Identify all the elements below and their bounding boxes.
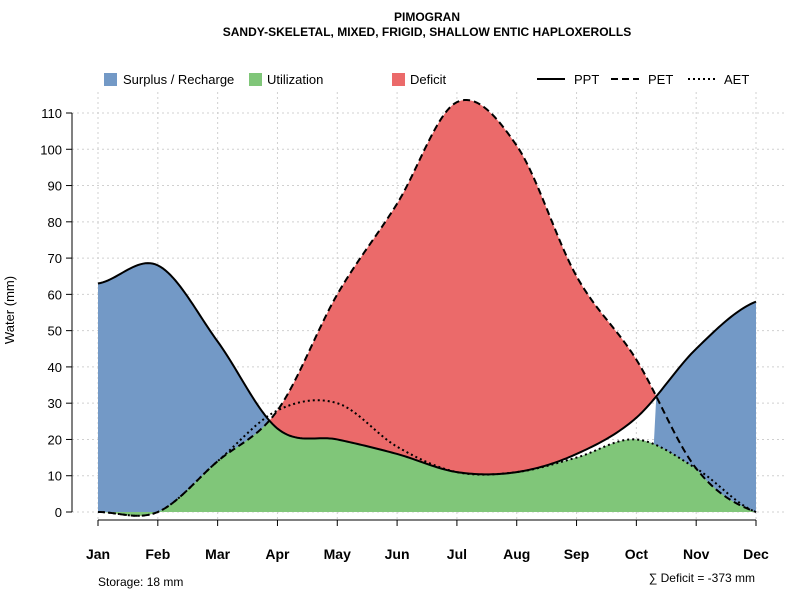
x-tick-label: May (324, 546, 351, 562)
legend-swatch-deficit (392, 73, 405, 86)
legend-label-ppt: PPT (574, 72, 599, 87)
x-tick-label: Dec (743, 546, 769, 562)
x-tick-label: Mar (205, 546, 230, 562)
storage-note: Storage: 18 mm (98, 575, 183, 589)
ppt-line (97, 262, 757, 476)
x-tick-label: Jan (86, 546, 110, 562)
y-tick-label: 100 (40, 142, 62, 157)
chart-title: PIMOGRAN (394, 10, 460, 24)
deficit-note: ∑ Deficit = -373 mm (649, 571, 755, 585)
legend-label-deficit: Deficit (410, 72, 447, 87)
y-tick-label: 90 (48, 179, 62, 194)
legend-swatch-utilization (249, 73, 262, 86)
line-layer (97, 98, 757, 517)
y-axis-label: Water (mm) (2, 276, 17, 344)
legend-swatch-surplus (104, 73, 117, 86)
axes: 0 10 20 30 40 50 60 70 80 90 100 110 Jan Feb Mar Apr May… (40, 106, 769, 562)
x-tick-label: Aug (503, 546, 530, 562)
x-tick-label: Apr (265, 546, 290, 562)
y-tick-label: 40 (48, 360, 62, 375)
y-tick-label: 10 (48, 469, 62, 484)
x-tick-label: Sep (564, 546, 590, 562)
deficit-area (98, 99, 756, 516)
x-tick-label: Nov (683, 546, 710, 562)
y-tick-label: 30 (48, 396, 62, 411)
x-tick-label: Jul (447, 546, 467, 562)
y-tick-label: 80 (48, 215, 62, 230)
chart-subtitle: SANDY-SKELETAL, MIXED, FRIGID, SHALLOW E… (223, 25, 631, 39)
utilization-area (98, 421, 756, 516)
legend-label-surplus: Surplus / Recharge (123, 72, 234, 87)
y-tick-label: 70 (48, 251, 62, 266)
legend-label-aet: AET (724, 72, 749, 87)
x-tick-label: Jun (385, 546, 410, 562)
legend: Surplus / Recharge Utilization Deficit P… (104, 72, 749, 87)
legend-label-utilization: Utilization (267, 72, 323, 87)
x-tick-label: Feb (145, 546, 170, 562)
y-tick-label: 20 (48, 432, 62, 447)
area-layer (98, 99, 756, 516)
legend-label-pet: PET (648, 72, 673, 87)
y-tick-label: 0 (55, 505, 62, 520)
aet-line (97, 399, 757, 517)
y-tick-label: 110 (41, 106, 62, 121)
y-tick-label: 50 (48, 324, 62, 339)
x-tick-label: Oct (625, 546, 649, 562)
y-tick-label: 60 (48, 287, 62, 302)
